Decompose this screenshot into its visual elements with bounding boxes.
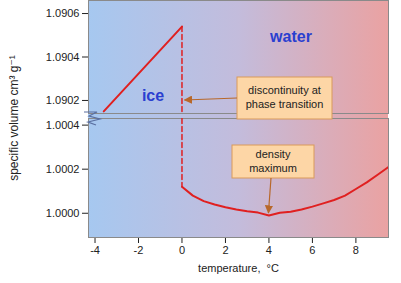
svg-text:0: 0 xyxy=(179,244,185,256)
svg-text:ice: ice xyxy=(142,87,164,104)
svg-text:1.0004: 1.0004 xyxy=(46,119,80,131)
svg-text:specific volume cm³ g⁻¹: specific volume cm³ g⁻¹ xyxy=(7,55,21,181)
svg-text:4: 4 xyxy=(266,244,272,256)
svg-text:discontinuity atphase transiti: discontinuity atphase transition xyxy=(246,84,324,110)
svg-text:densitymaximum: densitymaximum xyxy=(249,148,297,174)
svg-text:-2: -2 xyxy=(134,244,144,256)
svg-text:1.0906: 1.0906 xyxy=(46,7,80,19)
svg-text:1.0904: 1.0904 xyxy=(46,51,80,63)
svg-text:8: 8 xyxy=(353,244,359,256)
svg-text:temperature, °C: temperature, °C xyxy=(198,262,279,274)
svg-text:-4: -4 xyxy=(90,244,100,256)
svg-text:2: 2 xyxy=(222,244,228,256)
svg-text:1.0902: 1.0902 xyxy=(46,94,80,106)
svg-text:6: 6 xyxy=(309,244,315,256)
svg-text:1.0000: 1.0000 xyxy=(46,207,80,219)
svg-text:1.0002: 1.0002 xyxy=(46,163,80,175)
svg-text:water: water xyxy=(269,28,312,45)
